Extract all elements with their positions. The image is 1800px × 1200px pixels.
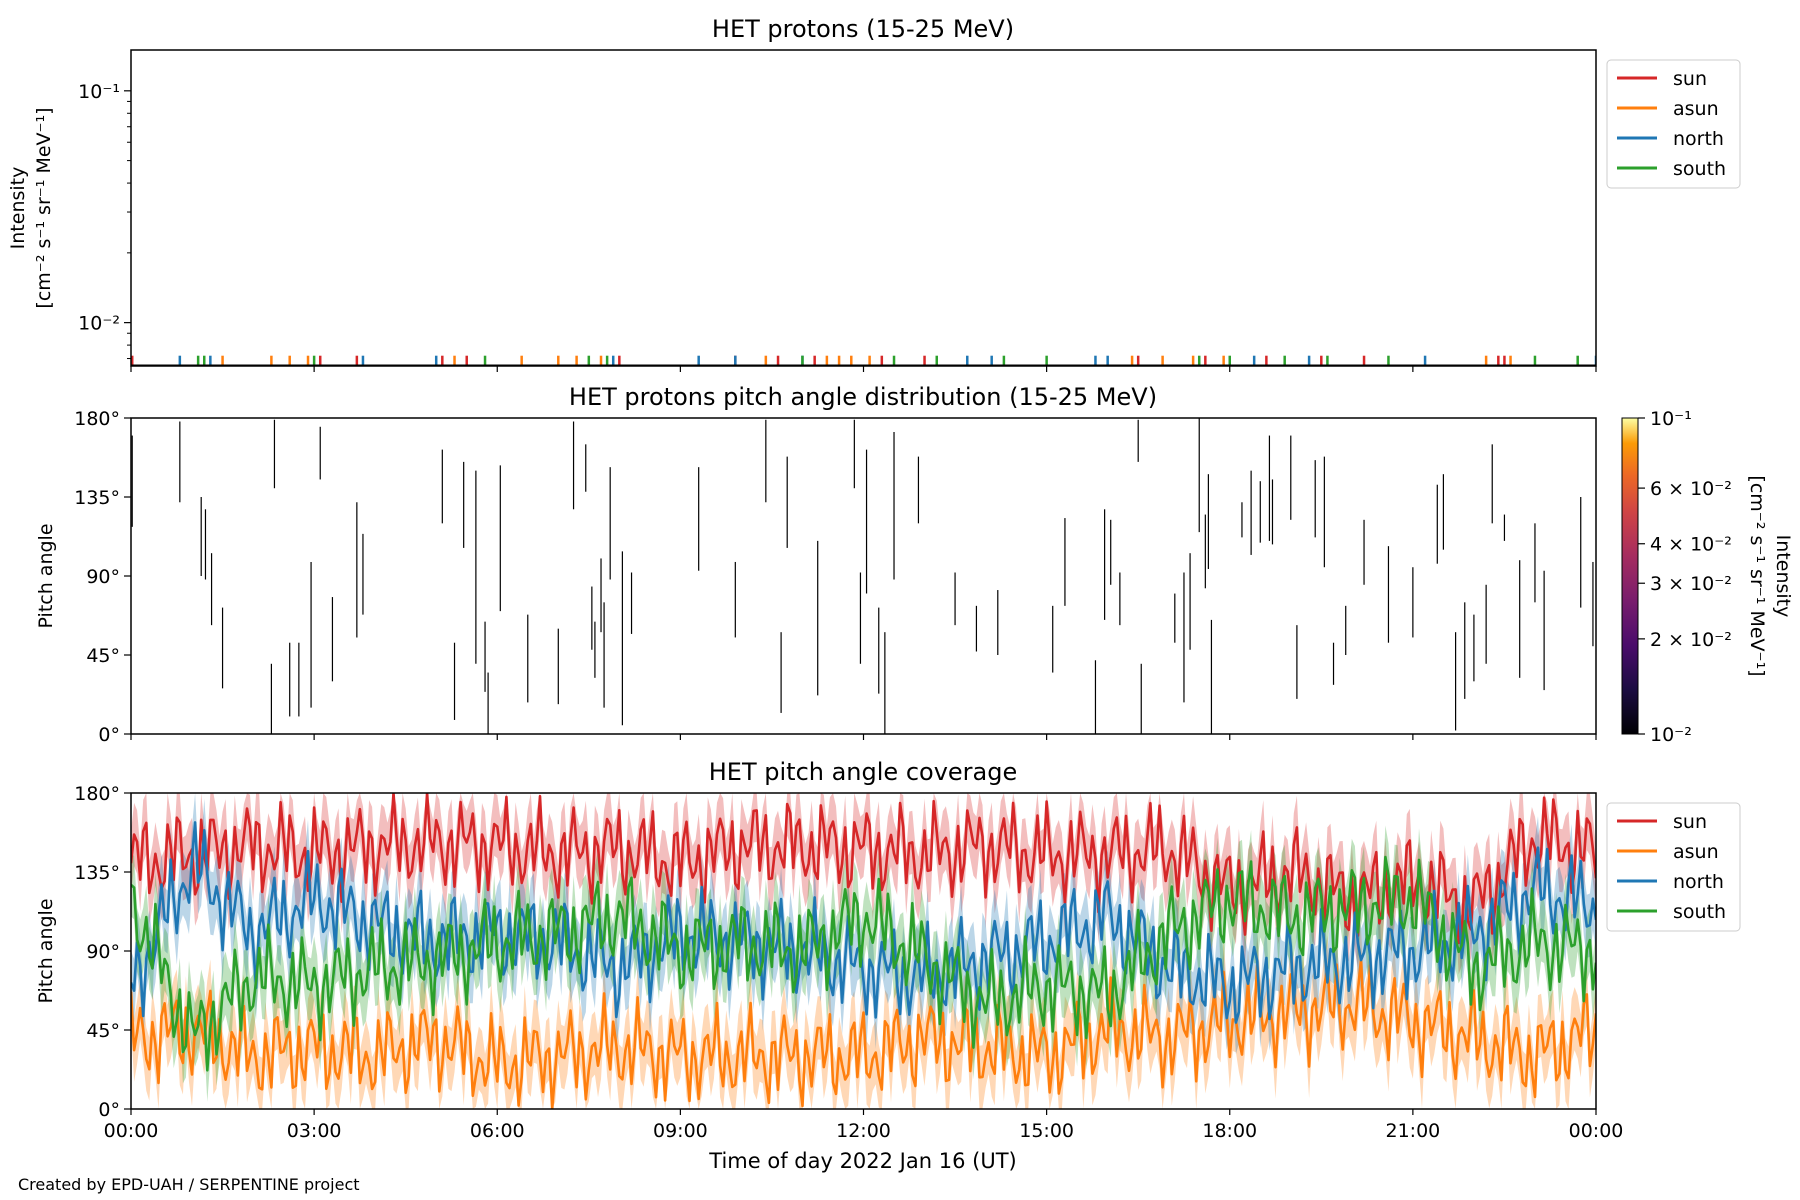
panel1-y-ticks: 10⁻¹ 10⁻² — [78, 81, 131, 335]
y-tick-label: 180° — [74, 783, 120, 805]
panel-intensity: HET protons (15-25 MeV) Intensity [cm⁻² … — [7, 15, 1741, 372]
panel1-ylabel-line1: Intensity — [7, 167, 29, 250]
y-tick-label: 10⁻¹ — [78, 81, 120, 103]
colorbar: 10⁻¹ 6 × 10⁻² 4 × 10⁻² 3 × 10⁻² 2 × 10⁻² 10⁻²… — [1621, 408, 1794, 746]
panel1-legend: sun asun north south — [1606, 59, 1741, 189]
coverage-band-south — [131, 825, 1596, 1102]
x-tick-label: 06:00 — [470, 1120, 525, 1142]
x-tick-label: 15:00 — [1019, 1120, 1074, 1142]
panel3-legend-box — [1606, 802, 1741, 932]
legend-label-south: south — [1673, 901, 1726, 923]
y-tick-label: 135° — [74, 487, 120, 509]
legend-label-sun: sun — [1673, 811, 1707, 833]
colorbar-tick-label: 10⁻¹ — [1650, 408, 1692, 430]
legend-label-asun: asun — [1673, 841, 1719, 863]
panel1-frame — [130, 49, 1597, 367]
panel3-coverage-lines — [131, 793, 1596, 1109]
legend-label-asun: asun — [1673, 98, 1719, 120]
panel1-legend-box — [1606, 59, 1741, 189]
coverage-line-asun — [131, 958, 1596, 1109]
colorbar-tick-label: 6 × 10⁻² — [1650, 478, 1732, 500]
panel3-x-ticks: 00:00 03:00 06:00 09:00 12:00 15:00 18:00 21:00… — [104, 1109, 1624, 1142]
panel3-title: HET pitch angle coverage — [709, 758, 1017, 786]
legend-label-sun: sun — [1673, 68, 1707, 90]
y-tick-label: 10⁻² — [78, 313, 120, 335]
x-tick-label: 18:00 — [1202, 1120, 1257, 1142]
x-tick-label: 00:00 — [104, 1120, 159, 1142]
x-tick-label: 03:00 — [287, 1120, 342, 1142]
panel3-legend: sun asun north south — [1606, 802, 1741, 932]
panel2-frame — [130, 417, 1597, 735]
y-tick-label: 90° — [86, 941, 120, 963]
y-tick-label: 0° — [98, 724, 120, 746]
colorbar-label-line2: [cm⁻² s⁻¹ sr⁻¹ MeV⁻¹] — [1746, 475, 1768, 676]
colorbar-tick-label: 3 × 10⁻² — [1650, 573, 1732, 595]
y-tick-label: 180° — [74, 408, 120, 430]
colorbar-gradient — [1621, 417, 1639, 735]
coverage-band-sun — [131, 793, 1596, 975]
colorbar-label: Intensity [cm⁻² s⁻¹ sr⁻¹ MeV⁻¹] — [1746, 475, 1794, 676]
colorbar-tick-label: 4 × 10⁻² — [1650, 534, 1732, 556]
panel2-pad-segments — [131, 418, 1594, 734]
panel2-title: HET protons pitch angle distribution (15… — [569, 383, 1157, 411]
panel1-ylabel: Intensity [cm⁻² s⁻¹ sr⁻¹ MeV⁻¹] — [7, 107, 55, 308]
panel1-x-ticks — [130, 366, 1597, 372]
colorbar-tick-label: 2 × 10⁻² — [1650, 629, 1732, 651]
panel2-x-ticks — [130, 734, 1597, 740]
panel-pad: HET protons pitch angle distribution (15… — [35, 383, 1794, 746]
legend-label-north: north — [1673, 871, 1724, 893]
y-tick-label: 45° — [86, 1020, 120, 1042]
panel2-y-ticks: 0° 45° 90° 135° 180° — [74, 408, 131, 746]
coverage-line-north — [131, 821, 1596, 1024]
colorbar-tick-label: 10⁻² — [1650, 724, 1692, 746]
x-tick-label: 21:00 — [1385, 1120, 1440, 1142]
x-tick-label: 09:00 — [653, 1120, 708, 1142]
panel1-spikes — [131, 355, 1596, 366]
x-tick-label: 12:00 — [836, 1120, 891, 1142]
x-axis-label: Time of day 2022 Jan 16 (UT) — [708, 1149, 1016, 1173]
y-tick-label: 90° — [86, 566, 120, 588]
panel1-ylabel-line2: [cm⁻² s⁻¹ sr⁻¹ MeV⁻¹] — [33, 107, 55, 308]
legend-label-north: north — [1673, 128, 1724, 150]
y-tick-label: 135° — [74, 862, 120, 884]
coverage-line-south — [131, 855, 1596, 1072]
panel2-ylabel: Pitch angle — [35, 523, 57, 628]
panel3-y-ticks: 0° 45° 90° 135° 180° — [74, 783, 131, 1121]
credit-text: Created by EPD-UAH / SERPENTINE project — [18, 1175, 360, 1194]
panel1-title: HET protons (15-25 MeV) — [712, 15, 1014, 43]
panel3-ylabel: Pitch angle — [35, 898, 57, 1003]
y-tick-label: 45° — [86, 645, 120, 667]
colorbar-ticks: 10⁻¹ 6 × 10⁻² 4 × 10⁻² 3 × 10⁻² 2 × 10⁻² 10⁻² — [1638, 408, 1732, 746]
panel3-frame — [130, 792, 1597, 1110]
panel-coverage: HET pitch angle coverage Pitch angle 0° 4… — [35, 758, 1741, 1142]
colorbar-label-line1: Intensity — [1772, 535, 1794, 618]
y-tick-label: 0° — [98, 1099, 120, 1121]
legend-label-south: south — [1673, 158, 1726, 180]
x-tick-label: 00:00 — [1569, 1120, 1624, 1142]
